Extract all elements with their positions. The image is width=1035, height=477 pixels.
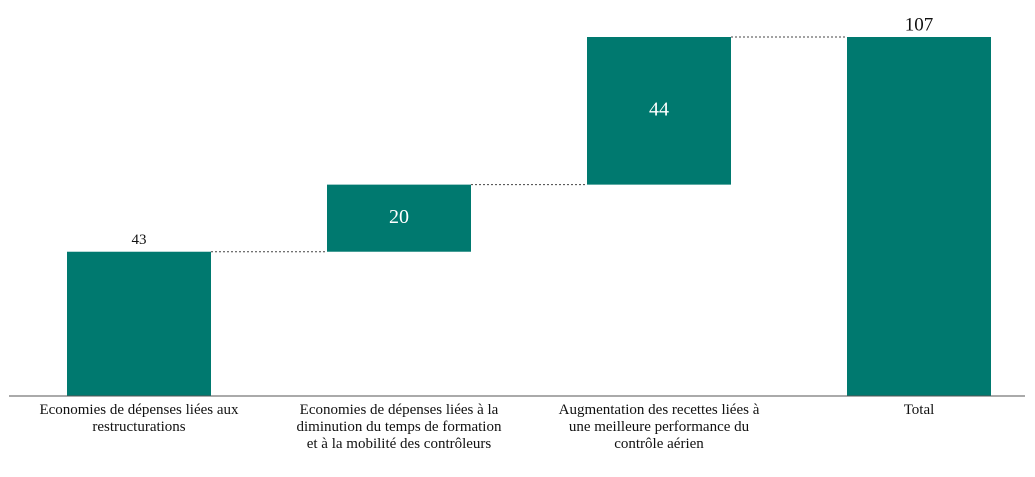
x-tick-label: Augmentation des recettes liées à une me… bbox=[558, 402, 760, 452]
x-tick-label: Economies de dépenses liées aux restruct… bbox=[39, 402, 239, 435]
bar bbox=[327, 184, 471, 252]
data-label: 20 bbox=[389, 206, 409, 228]
bar bbox=[587, 37, 731, 185]
bar bbox=[67, 251, 211, 396]
data-label: 43 bbox=[132, 232, 147, 248]
x-tick-label: Economies de dépenses liées à la diminut… bbox=[296, 402, 502, 452]
data-label: 107 bbox=[905, 14, 934, 35]
x-tick-label: Total bbox=[903, 402, 935, 418]
bar bbox=[847, 37, 991, 396]
data-label: 44 bbox=[649, 98, 669, 120]
